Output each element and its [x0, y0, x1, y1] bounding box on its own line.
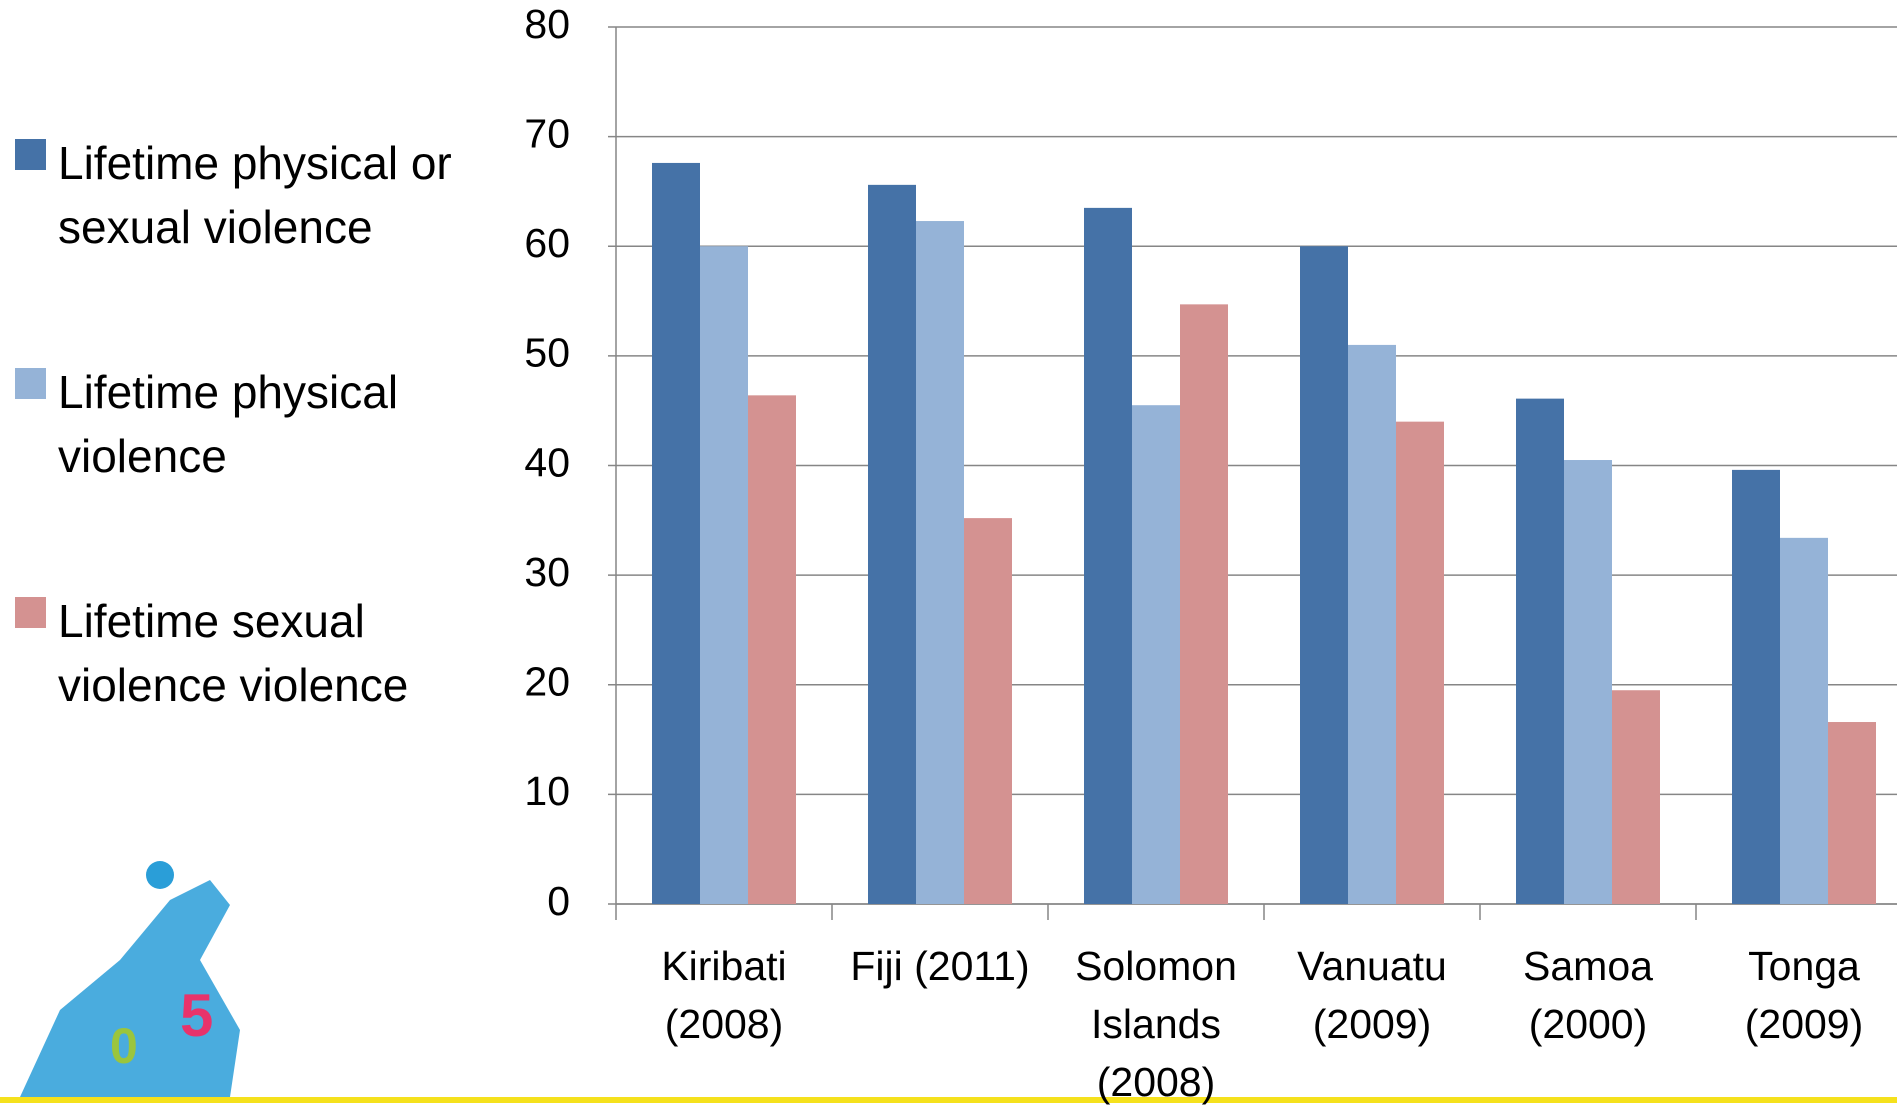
- legend-label: Lifetime physical violence: [58, 366, 399, 482]
- bar: [1732, 469, 1780, 904]
- y-tick-label: 50: [524, 330, 570, 376]
- decoration: 5 0: [20, 861, 240, 1097]
- bar: [1396, 421, 1444, 904]
- x-tick-label: Fiji (2011): [850, 943, 1030, 989]
- x-tick-label: Kiribati (2008): [661, 943, 787, 1047]
- x-tick-label: Samoa (2000): [1523, 943, 1653, 1047]
- y-tick-label: 80: [524, 1, 570, 47]
- bar: [700, 246, 748, 904]
- bar: [964, 518, 1012, 904]
- y-tick-label: 70: [524, 110, 570, 156]
- legend-swatch: [15, 368, 46, 399]
- bar: [1348, 344, 1396, 905]
- bar: [1828, 722, 1876, 904]
- bar: [868, 184, 916, 905]
- bar: [1132, 405, 1180, 904]
- legend-swatch: [15, 597, 46, 628]
- y-tick-label: 20: [524, 659, 570, 705]
- y-tick-label: 60: [524, 220, 570, 266]
- x-tick-label: Vanuatu (2009): [1297, 943, 1447, 1047]
- bar: [748, 395, 796, 904]
- legend-swatch: [15, 139, 46, 170]
- legend-label: Lifetime sexual violence violence: [58, 595, 409, 711]
- svg-text:5: 5: [180, 982, 213, 1049]
- svg-text:0: 0: [110, 1018, 138, 1074]
- x-tick-label: Solomon Islands (2008): [1075, 943, 1237, 1105]
- x-tick-label: Tonga (2009): [1744, 943, 1864, 1047]
- bar: [1564, 460, 1612, 904]
- bar: [652, 162, 700, 904]
- y-tick-label: 30: [524, 549, 570, 595]
- y-tick-label: 0: [547, 878, 570, 924]
- bar: [1180, 304, 1228, 904]
- bar: [1300, 246, 1348, 904]
- bar: [916, 221, 964, 904]
- bar: [1780, 537, 1828, 904]
- y-tick-label: 40: [524, 439, 570, 485]
- bar: [1612, 690, 1660, 904]
- y-tick-label: 10: [524, 768, 570, 814]
- legend-label: Lifetime physical or sexual violence: [58, 137, 452, 253]
- bar: [1084, 207, 1132, 905]
- bar: [1516, 398, 1564, 904]
- footer-bar: [0, 1097, 1897, 1103]
